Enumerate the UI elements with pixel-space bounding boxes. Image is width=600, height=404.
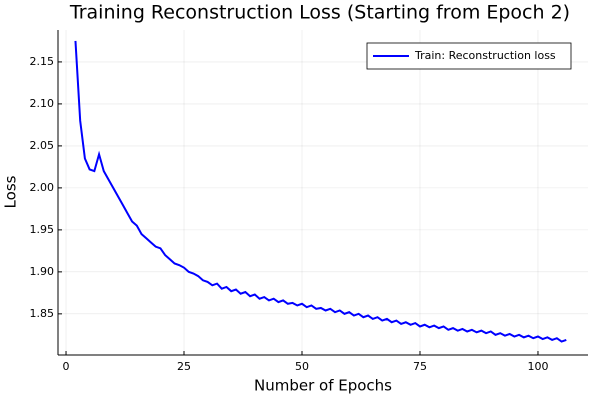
y-tick-label: 1.85 bbox=[30, 307, 55, 320]
x-tick-label: 100 bbox=[527, 360, 548, 373]
y-tick-label: 2.05 bbox=[30, 139, 55, 152]
x-tick-label: 25 bbox=[177, 360, 191, 373]
chart-title: Training Reconstruction Loss (Starting f… bbox=[69, 2, 570, 24]
y-tick-label: 1.90 bbox=[30, 265, 55, 278]
y-tick-label: 1.95 bbox=[30, 223, 55, 236]
x-tick-label: 0 bbox=[63, 360, 70, 373]
legend-label: Train: Reconstruction loss bbox=[414, 49, 556, 62]
y-tick-label: 2.15 bbox=[30, 55, 55, 68]
y-tick-label: 2.00 bbox=[30, 181, 55, 194]
x-tick-label: 75 bbox=[413, 360, 427, 373]
x-tick-label: 50 bbox=[295, 360, 309, 373]
data-line bbox=[74, 40, 567, 343]
x-axis-label: Number of Epochs bbox=[254, 377, 392, 395]
y-axis-label: Loss bbox=[2, 175, 20, 208]
y-tick-label: 2.10 bbox=[30, 97, 55, 110]
